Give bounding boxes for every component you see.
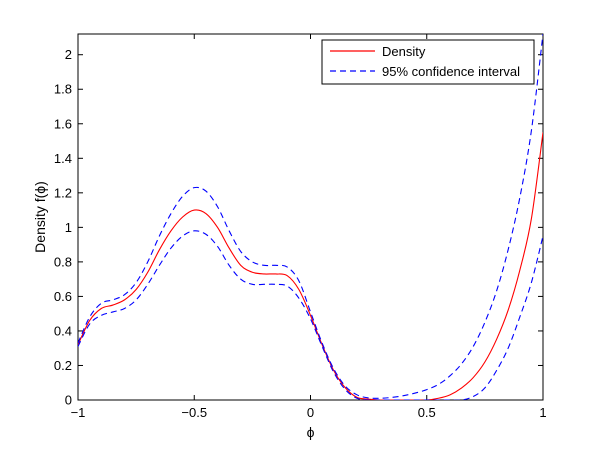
x-axis-title: ϕ xyxy=(307,424,315,440)
legend-label-confidence-interval: 95% confidence interval xyxy=(382,64,520,79)
density-line xyxy=(78,132,543,400)
x-tick-label: 1 xyxy=(539,405,546,420)
x-tick-label: 0.5 xyxy=(418,405,436,420)
legend: Density 95% confidence interval xyxy=(321,39,535,85)
series-layer xyxy=(78,34,543,400)
legend-box xyxy=(321,39,535,85)
y-tick-label: 0 xyxy=(65,393,72,408)
y-tick-label: 0.8 xyxy=(54,254,72,269)
y-tick-label: 2 xyxy=(65,47,72,62)
y-axis-title: Density f(ϕ) xyxy=(32,181,48,253)
ci-upper-line xyxy=(78,34,543,399)
y-tick-label: 1.4 xyxy=(54,151,72,166)
x-tick-label: −0.5 xyxy=(181,405,207,420)
plot-area xyxy=(77,33,544,401)
y-tick-label: 1.8 xyxy=(54,82,72,97)
y-tick-label: 0.2 xyxy=(54,358,72,373)
y-tick-label: 1.6 xyxy=(54,116,72,131)
x-tick-label: −1 xyxy=(71,405,86,420)
y-tick-label: 0.4 xyxy=(54,323,72,338)
ci-lower-line xyxy=(78,230,543,400)
y-tick-label: 1 xyxy=(65,220,72,235)
axis-ticks xyxy=(77,34,544,401)
axis-tick-labels: −1 −0.5 0 0.5 1 0 0.2 0.4 0.6 0.8 1 1.2 1.4 1.6 1.8 2 xyxy=(54,47,547,420)
x-tick-label: 0 xyxy=(307,405,314,420)
legend-label-density: Density xyxy=(382,44,426,59)
y-tick-label: 0.6 xyxy=(54,289,72,304)
y-tick-label: 1.2 xyxy=(54,185,72,200)
